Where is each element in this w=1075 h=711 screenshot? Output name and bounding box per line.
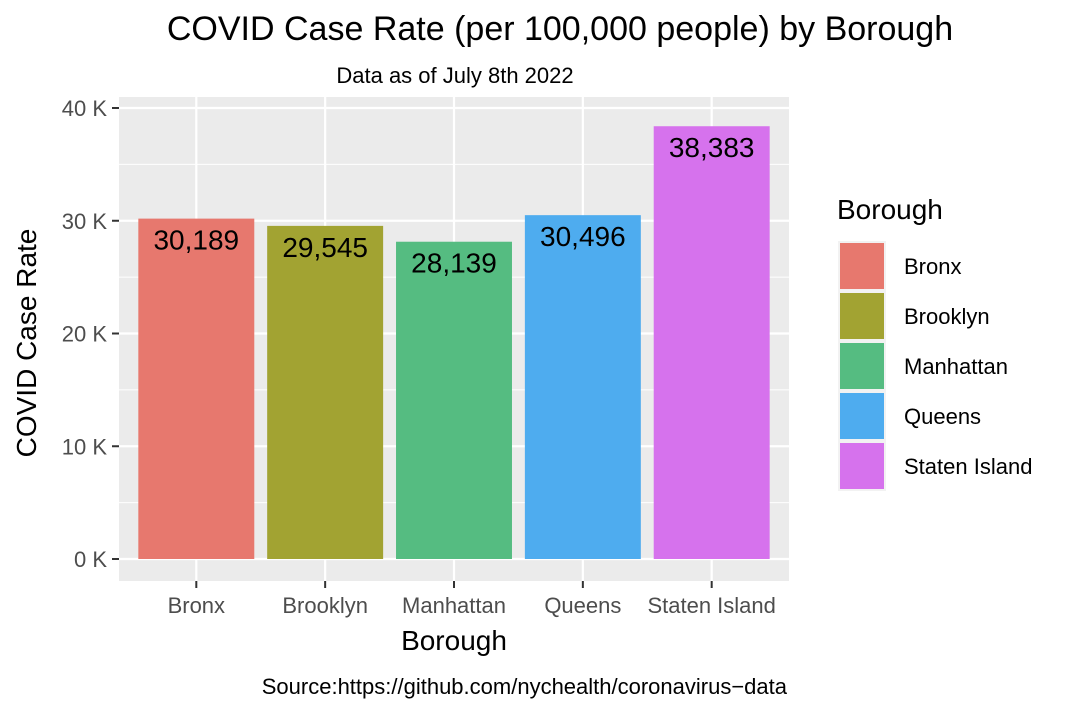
chart-caption: Source:https://github.com/nychealth/coro… [262, 674, 788, 699]
legend-label: Staten Island [904, 454, 1032, 479]
y-axis: 0 K 10 K 20 K 30 K 40 K [62, 96, 119, 572]
x-axis-title: Borough [401, 625, 507, 656]
legend-swatch [840, 443, 884, 489]
bar [653, 126, 770, 559]
data-label: 38,383 [669, 132, 755, 163]
x-tick-label: Queens [544, 593, 621, 618]
bar [396, 241, 512, 559]
data-label: 30,189 [153, 225, 239, 256]
y-tick-label: 0 K [74, 547, 107, 572]
legend-label: Queens [904, 404, 981, 429]
legend-title: Borough [837, 194, 943, 225]
legend-label: Manhattan [904, 354, 1008, 379]
legend-swatch [840, 293, 884, 339]
x-axis: Bronx Brooklyn Manhattan Queens Staten Islan… [168, 581, 776, 618]
bar [138, 218, 255, 559]
data-label: 28,139 [411, 248, 497, 279]
legend-swatch [840, 243, 884, 289]
data-label: 30,496 [540, 221, 626, 252]
y-tick-label: 30 K [62, 209, 108, 234]
bar [267, 225, 384, 559]
legend: Borough Bronx Brooklyn Manhattan Queens Stat… [837, 194, 1032, 491]
bar [524, 215, 641, 559]
chart-subtitle: Data as of July 8th 2022 [336, 63, 573, 88]
y-tick-label: 20 K [62, 322, 108, 347]
legend-label: Brooklyn [904, 304, 990, 329]
data-label: 29,545 [282, 232, 368, 263]
data-labels: 30,189 29,545 28,139 30,496 38,383 [153, 132, 754, 279]
y-axis-title: COVID Case Rate [11, 229, 42, 458]
bars [138, 126, 770, 559]
y-tick-label: 40 K [62, 96, 108, 121]
chart-title: COVID Case Rate (per 100,000 people) by … [167, 10, 953, 48]
legend-label: Bronx [904, 254, 961, 279]
y-tick-label: 10 K [62, 434, 108, 459]
legend-swatch [840, 343, 884, 389]
x-tick-label: Staten Island [647, 593, 775, 618]
x-tick-label: Manhattan [402, 593, 506, 618]
x-tick-label: Brooklyn [282, 593, 368, 618]
x-tick-label: Bronx [168, 593, 225, 618]
legend-swatch [840, 393, 884, 439]
